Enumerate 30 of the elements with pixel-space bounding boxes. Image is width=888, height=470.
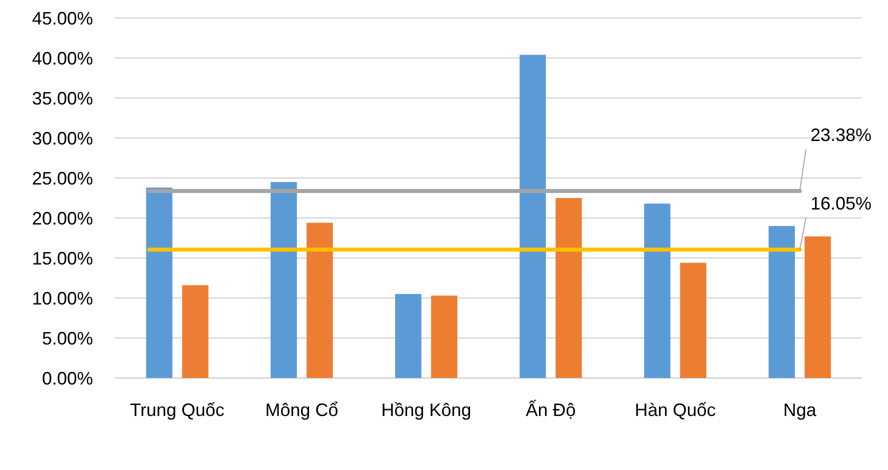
x-tick-label: Mông Cổ <box>265 400 338 420</box>
y-tick-label: 40.00% <box>32 48 93 68</box>
x-tick-label: Hàn Quốc <box>634 400 716 420</box>
bar <box>768 226 795 378</box>
bar <box>556 198 582 378</box>
y-tick-label: 30.00% <box>32 128 93 148</box>
bar <box>644 204 670 378</box>
bar <box>520 54 546 378</box>
bar <box>306 222 333 378</box>
bar <box>804 236 831 378</box>
bar <box>680 262 706 378</box>
y-tick-label: 0.00% <box>42 368 93 388</box>
y-tick-label: 20.00% <box>32 208 93 228</box>
y-tick-label: 35.00% <box>32 88 93 108</box>
bar <box>431 296 458 378</box>
y-tick-label: 25.00% <box>32 168 93 188</box>
bar <box>182 285 208 378</box>
x-tick-label: Trung Quốc <box>130 400 224 420</box>
y-tick-label: 5.00% <box>42 328 93 348</box>
x-tick-label: Nga <box>783 400 818 420</box>
ref-line-label: 16.05% <box>810 194 872 214</box>
bar <box>270 182 297 378</box>
bar <box>146 188 172 378</box>
x-tick-label: Ấn Độ <box>526 399 576 420</box>
ref-line-label: 23.38% <box>810 124 872 145</box>
bar <box>395 294 422 378</box>
y-tick-label: 10.00% <box>32 288 93 308</box>
x-tick-label: Hồng Kông <box>381 400 472 420</box>
y-tick-label: 15.00% <box>32 248 93 268</box>
y-tick-label: 45.00% <box>32 8 93 28</box>
